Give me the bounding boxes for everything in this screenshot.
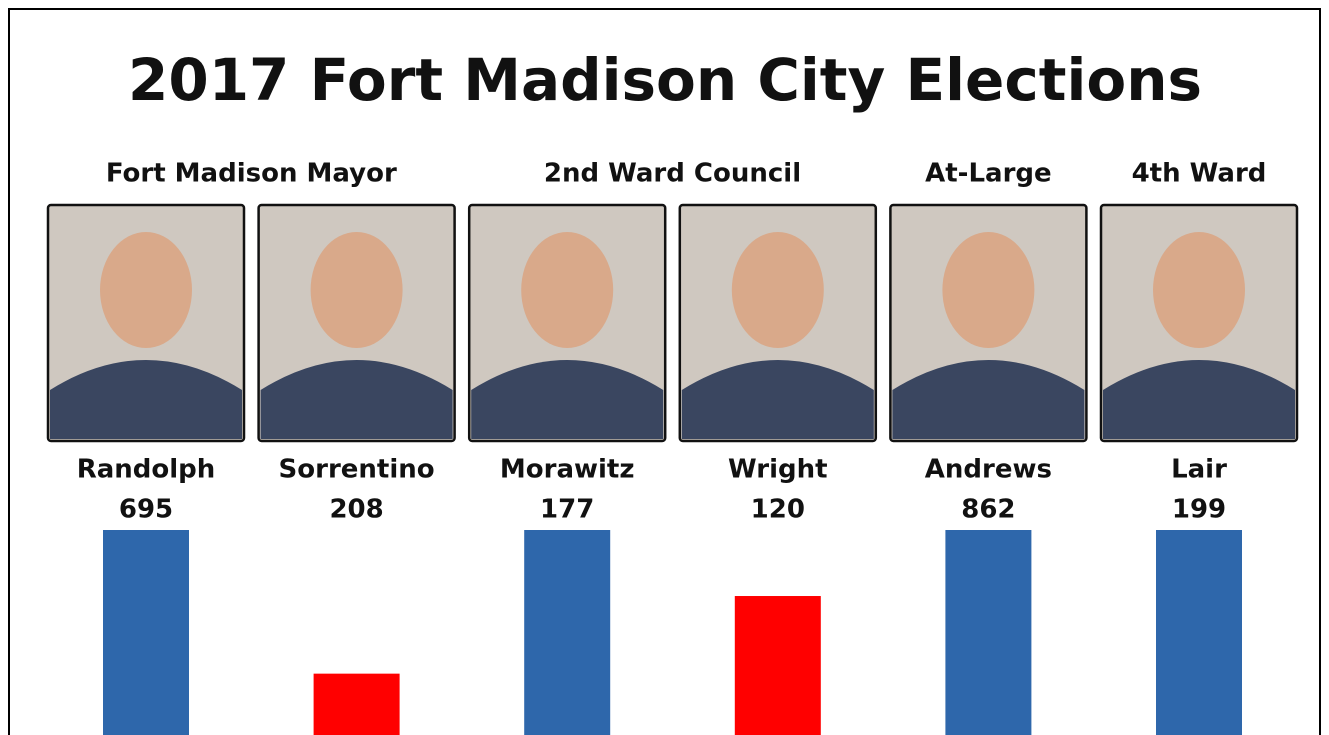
race-title: Fort Madison Mayor [106, 159, 397, 189]
race-title: At-Large [925, 159, 1052, 189]
vote-count: 199 [1172, 495, 1226, 525]
bar [735, 596, 821, 735]
candidate-name: Lair [1171, 455, 1227, 485]
photo-head [732, 232, 824, 348]
photo-head [311, 232, 403, 348]
vote-count: 208 [329, 495, 383, 525]
candidate-name: Morawitz [500, 455, 635, 485]
vote-count: 177 [540, 495, 594, 525]
candidate-name: Randolph [77, 455, 216, 485]
photo-head [942, 232, 1034, 348]
page: 2017 Fort Madison City Elections Fort Ma… [0, 0, 1329, 735]
infographic: 2017 Fort Madison City Elections Fort Ma… [0, 0, 1329, 735]
candidate-name: Sorrentino [279, 455, 435, 485]
candidate-name: Andrews [925, 455, 1052, 485]
race-title: 4th Ward [1132, 159, 1267, 189]
race-title: 2nd Ward Council [544, 159, 801, 189]
bar [945, 530, 1031, 735]
photo-head [1153, 232, 1245, 348]
vote-count: 120 [751, 495, 805, 525]
photo-head [100, 232, 192, 348]
bar [524, 530, 610, 735]
vote-count: 862 [961, 495, 1015, 525]
vote-count: 695 [119, 495, 173, 525]
bar [1156, 530, 1242, 735]
photo-head [521, 232, 613, 348]
title: 2017 Fort Madison City Elections [128, 46, 1202, 114]
candidate-name: Wright [728, 455, 828, 485]
bar [103, 530, 189, 735]
bar [314, 674, 400, 735]
